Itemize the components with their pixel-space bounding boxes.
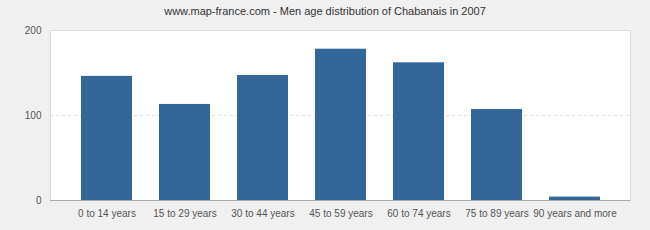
svg-text:0 to 14 years: 0 to 14 years bbox=[78, 208, 136, 219]
svg-text:30 to 44 years: 30 to 44 years bbox=[231, 208, 294, 219]
svg-text:100: 100 bbox=[25, 110, 42, 121]
svg-text:15 to 29 years: 15 to 29 years bbox=[153, 208, 216, 219]
svg-text:60 to 74 years: 60 to 74 years bbox=[387, 208, 450, 219]
html-text:www.map-france.com - Men age d: www.map-france.com - Men age distributio… bbox=[164, 5, 486, 17]
svg-text:90 years and more: 90 years and more bbox=[533, 208, 617, 219]
svg-text:45 to 59 years: 45 to 59 years bbox=[309, 208, 372, 219]
svg-text:0: 0 bbox=[36, 195, 42, 206]
svg-text:200: 200 bbox=[25, 25, 42, 36]
svg-text:75 to 89 years: 75 to 89 years bbox=[465, 208, 528, 219]
